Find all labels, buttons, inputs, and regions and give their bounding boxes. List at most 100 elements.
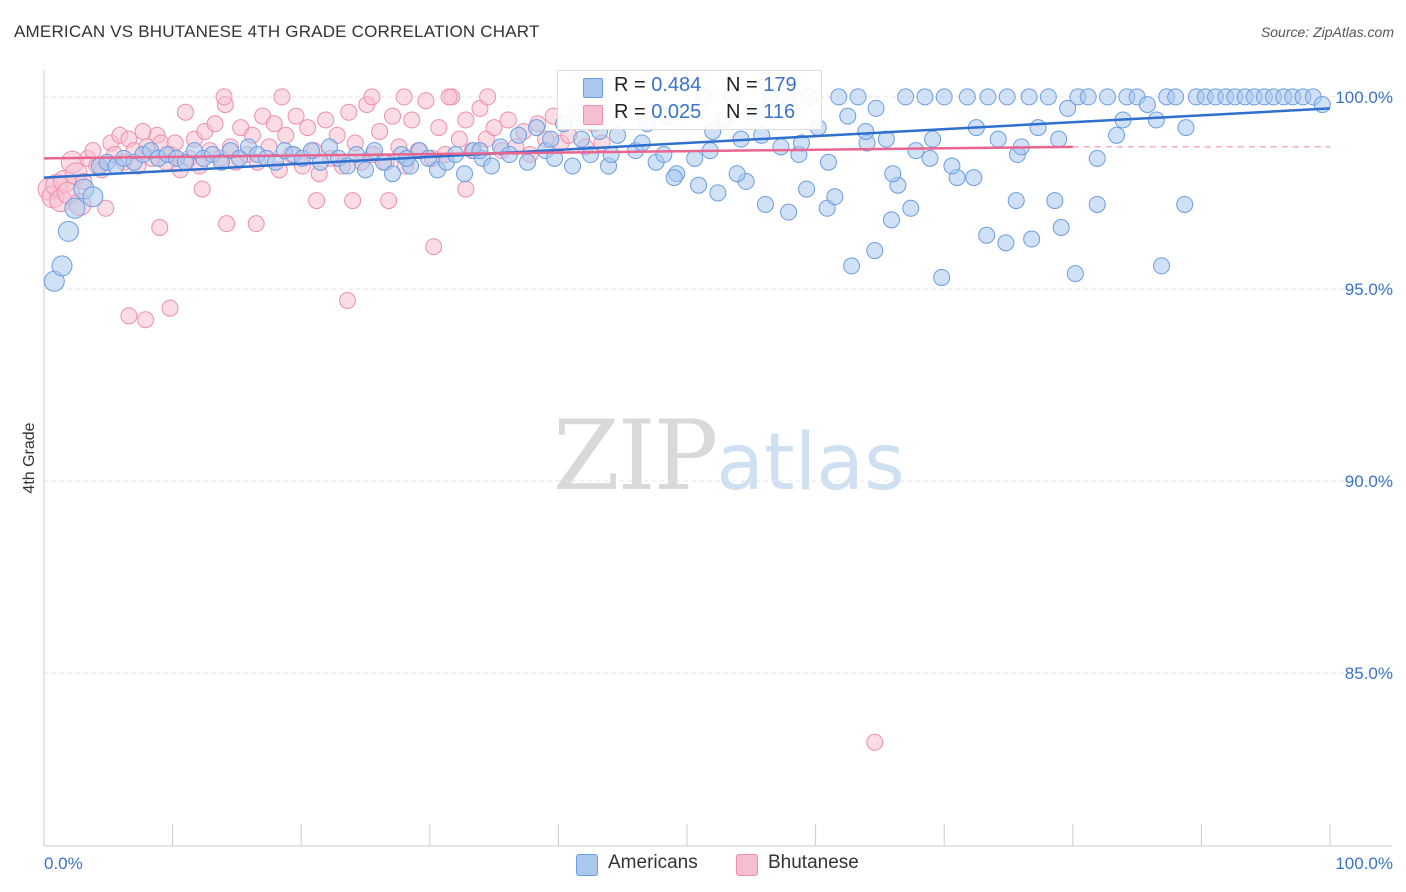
americans-point — [882, 211, 900, 229]
americans-point — [483, 157, 501, 175]
americans-point — [510, 126, 528, 144]
americans-point — [958, 88, 976, 106]
watermark: ZIPatlas — [553, 400, 905, 512]
y-tick-label: 90.0% — [1345, 472, 1393, 491]
bhutanese-point — [866, 733, 884, 751]
americans-point — [665, 169, 683, 187]
legend-item-americans[interactable]: Americans — [576, 851, 716, 877]
americans-point — [1007, 192, 1025, 210]
bhutanese-point — [417, 92, 435, 110]
americans-point — [456, 165, 474, 183]
americans-point — [943, 157, 961, 175]
bhutanese-point — [479, 88, 497, 106]
americans-point — [212, 153, 230, 171]
americans-point — [1023, 230, 1041, 248]
americans-point — [997, 234, 1015, 252]
americans-point — [51, 255, 73, 277]
americans-point — [1176, 195, 1194, 213]
stats-row-americans: R = 0.484 N = 179 — [558, 74, 821, 100]
americans-point — [921, 149, 939, 167]
source-label: Source: ZipAtlas.com — [1260, 24, 1394, 40]
bhutanese-points — [37, 88, 884, 751]
americans-point — [57, 220, 79, 242]
americans-point — [849, 88, 867, 106]
bhutanese-point — [134, 122, 152, 140]
y-axis-title: 4th Grade — [21, 422, 38, 493]
bhutanese-r: R = 0.025 — [614, 101, 702, 123]
americans-r: R = 0.484 — [614, 74, 702, 96]
americans-point — [1039, 88, 1057, 106]
bhutanese-point — [265, 115, 283, 133]
americans-point — [819, 153, 837, 171]
americans-point — [582, 146, 600, 164]
americans-legend-swatch — [576, 854, 598, 876]
x-tick-label: 0.0% — [44, 854, 83, 873]
bhutanese-point — [485, 119, 503, 137]
americans-point — [924, 130, 942, 148]
americans-point — [1088, 195, 1106, 213]
americans-point — [916, 88, 934, 106]
bhutanese-n: N = 116 — [726, 101, 796, 123]
americans-point — [573, 130, 591, 148]
americans-point — [826, 188, 844, 206]
americans-point — [633, 134, 651, 152]
bhutanese-point — [218, 215, 236, 233]
americans-point — [772, 138, 790, 156]
americans-point — [64, 197, 86, 219]
americans-point — [1147, 111, 1165, 129]
bhutanese-point — [344, 192, 362, 210]
bhutanese-swatch — [583, 105, 603, 125]
americans-point — [1099, 88, 1117, 106]
x-tick-label: 100.0% — [1335, 854, 1393, 873]
bhutanese-point — [84, 142, 102, 160]
watermark-zip: ZIP — [553, 400, 718, 512]
americans-point — [1167, 88, 1185, 106]
bhutanese-point — [457, 180, 475, 198]
americans-legend-label: Americans — [608, 852, 698, 873]
americans-point — [384, 165, 402, 183]
bhutanese-point — [317, 111, 335, 129]
bhutanese-point — [193, 180, 211, 198]
grid-lines — [44, 96, 1392, 674]
americans-n: N = 179 — [726, 74, 797, 96]
americans-point — [866, 242, 884, 260]
americans-point — [564, 157, 582, 175]
americans-point — [1046, 192, 1064, 210]
bhutanese-point — [450, 130, 468, 148]
bhutanese-point — [308, 192, 326, 210]
bhutanese-point — [299, 119, 317, 137]
trend-lines — [43, 107, 1331, 179]
americans-point — [1108, 126, 1126, 144]
bhutanese-point — [206, 115, 224, 133]
americans-point — [756, 195, 774, 213]
americans-point — [1088, 149, 1106, 167]
americans-point — [965, 169, 983, 187]
americans-point — [978, 226, 996, 244]
americans-point — [1029, 119, 1047, 137]
watermark-atlas: atlas — [716, 418, 905, 508]
americans-point — [1177, 119, 1195, 137]
americans-point — [501, 146, 519, 164]
bhutanese-legend-label: Bhutanese — [768, 852, 859, 873]
legend-item-bhutanese[interactable]: Bhutanese — [736, 851, 876, 877]
bhutanese-point — [371, 122, 389, 140]
chart-title: AMERICAN VS BHUTANESE 4TH GRADE CORRELAT… — [14, 22, 540, 41]
americans-point — [728, 165, 746, 183]
americans-point — [933, 268, 951, 286]
bhutanese-point — [440, 88, 458, 106]
americans-point — [780, 203, 798, 221]
americans-point — [357, 161, 374, 179]
bhutanese-point — [380, 192, 398, 210]
americans-point — [884, 165, 902, 183]
americans-point — [1020, 88, 1038, 106]
americans-point — [1079, 88, 1097, 106]
bhutanese-point — [287, 107, 305, 125]
americans-point — [798, 180, 816, 198]
bhutanese-point — [395, 88, 413, 106]
bhutanese-point — [215, 88, 233, 106]
americans-point — [989, 130, 1007, 148]
bhutanese-point — [161, 299, 179, 317]
americans-point — [686, 149, 704, 167]
americans-point — [979, 88, 997, 106]
americans-point — [935, 88, 953, 106]
